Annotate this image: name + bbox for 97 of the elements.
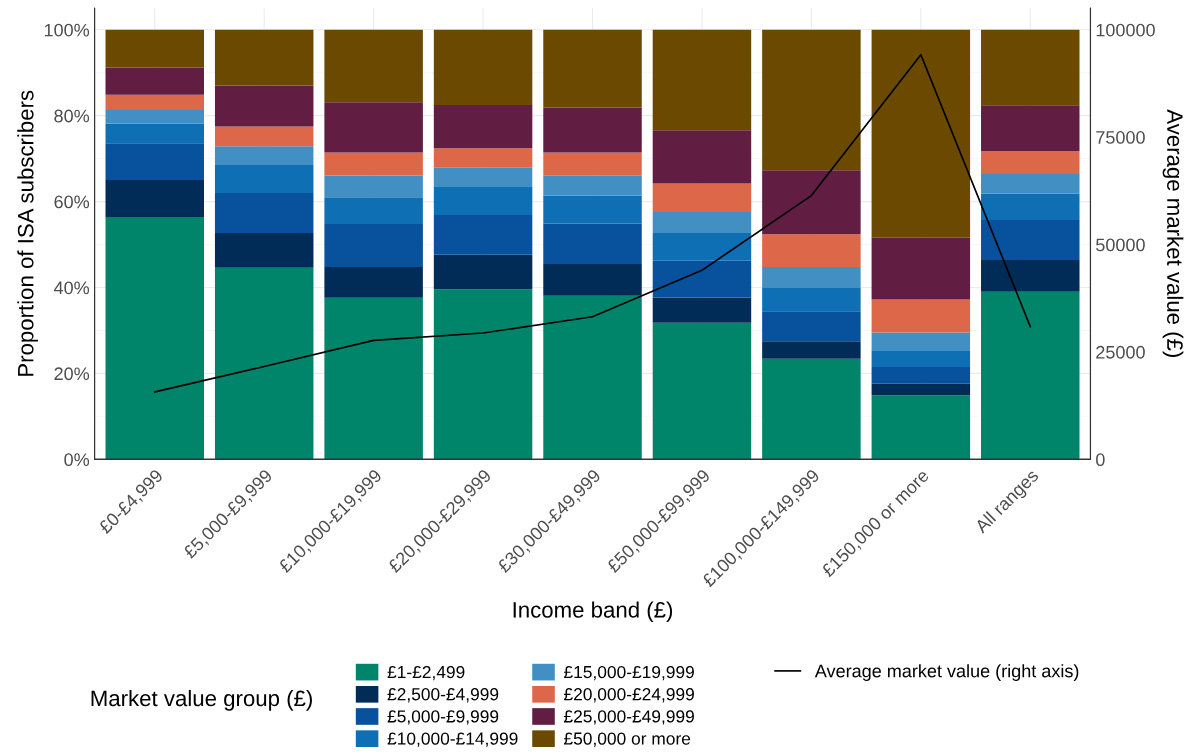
- bar: [433, 289, 533, 460]
- bar: [433, 167, 533, 187]
- bar: [871, 395, 971, 460]
- bar: [543, 195, 642, 224]
- bar: [981, 151, 1080, 175]
- y-tick-label: 80%: [54, 109, 90, 123]
- legend-label: £25,000-£49,999: [563, 710, 694, 725]
- bar: [981, 291, 1080, 460]
- y2-tick-label: 75000: [1096, 131, 1145, 144]
- bar: [762, 234, 861, 267]
- y-tick-label: 0%: [64, 453, 90, 467]
- bar: [214, 193, 314, 233]
- bar: [543, 295, 642, 460]
- bar: [652, 29, 752, 131]
- bar: [762, 170, 861, 235]
- bar: [105, 67, 204, 95]
- bar: [214, 126, 314, 147]
- bar: [543, 29, 642, 108]
- bar: [105, 110, 204, 124]
- bar: [433, 186, 533, 215]
- y2-tick-label: 25000: [1096, 345, 1145, 359]
- bar: [652, 297, 752, 323]
- bar: [871, 351, 971, 367]
- bar: [543, 263, 642, 296]
- bar: [981, 220, 1080, 261]
- y-tick-label: 100%: [44, 23, 90, 37]
- bar: [105, 217, 204, 460]
- bar: [981, 260, 1080, 292]
- bar: [324, 102, 423, 153]
- bar: [214, 165, 314, 193]
- bar: [105, 29, 204, 68]
- x-axis-title: Income band (£): [513, 601, 673, 623]
- bar: [324, 266, 423, 298]
- bar: [543, 107, 642, 153]
- bar: [981, 105, 1080, 152]
- y2-tick-label: 0: [1096, 453, 1105, 467]
- bar: [214, 146, 314, 166]
- bar: [324, 223, 423, 267]
- legend-label: £10,000-£14,999: [387, 732, 518, 747]
- bar: [652, 183, 752, 212]
- bar: [324, 152, 423, 176]
- bar: [981, 193, 1080, 221]
- y2-tick-label: 100000: [1096, 23, 1155, 37]
- y-axis-title: Proportion of ISA subscribers: [17, 90, 38, 376]
- y-tick-label: 40%: [53, 281, 90, 295]
- bar: [981, 29, 1080, 106]
- bar: [762, 341, 861, 359]
- bar: [214, 85, 314, 127]
- bar: [871, 332, 971, 352]
- bar: [762, 266, 861, 288]
- bar: [871, 237, 971, 300]
- legend-label: £2,500-£4,999: [387, 688, 499, 703]
- bar: [324, 197, 423, 224]
- bar: [652, 130, 752, 184]
- bar: [871, 29, 971, 238]
- bar: [433, 214, 533, 255]
- bar: [871, 366, 971, 384]
- bar: [981, 174, 1080, 194]
- bar: [543, 223, 642, 264]
- bar: [214, 232, 314, 268]
- legend-label: £20,000-£24,999: [563, 688, 694, 703]
- legend-label: £50,000 or more: [563, 732, 691, 747]
- bar: [871, 383, 971, 396]
- bar: [214, 29, 314, 86]
- legend-label: Average market value (right axis): [814, 664, 1079, 681]
- legend-label: £1-£2,499: [387, 665, 465, 681]
- bar: [652, 260, 752, 298]
- y-tick-label: 20%: [54, 367, 90, 381]
- bar: [543, 152, 642, 176]
- bar: [652, 211, 752, 233]
- bar: [214, 267, 314, 460]
- bar: [543, 175, 642, 196]
- bar: [105, 123, 204, 144]
- bar: [762, 311, 861, 342]
- bar: [762, 29, 861, 171]
- bar: [433, 104, 533, 149]
- y2-axis-title: Average market value (£): [1162, 109, 1184, 357]
- bar: [324, 29, 423, 103]
- bar: [433, 29, 533, 105]
- bar: [105, 180, 204, 218]
- line-series: [153, 53, 1032, 393]
- y-tick-label: 60%: [54, 195, 90, 209]
- legend-title: Market value group (£): [91, 689, 312, 711]
- bar: [324, 297, 423, 460]
- bar: [762, 287, 861, 312]
- bar: [652, 232, 752, 261]
- bar: [105, 143, 204, 181]
- bar: [871, 299, 971, 333]
- bar: [652, 322, 752, 460]
- legend-label: £5,000-£9,999: [387, 710, 499, 725]
- bar: [762, 358, 861, 460]
- bar: [433, 148, 533, 168]
- bar: [433, 254, 533, 290]
- legend-label: £15,000-£19,999: [563, 665, 694, 681]
- y2-tick-label: 50000: [1096, 238, 1145, 252]
- bar: [105, 94, 204, 111]
- bar: [324, 175, 423, 198]
